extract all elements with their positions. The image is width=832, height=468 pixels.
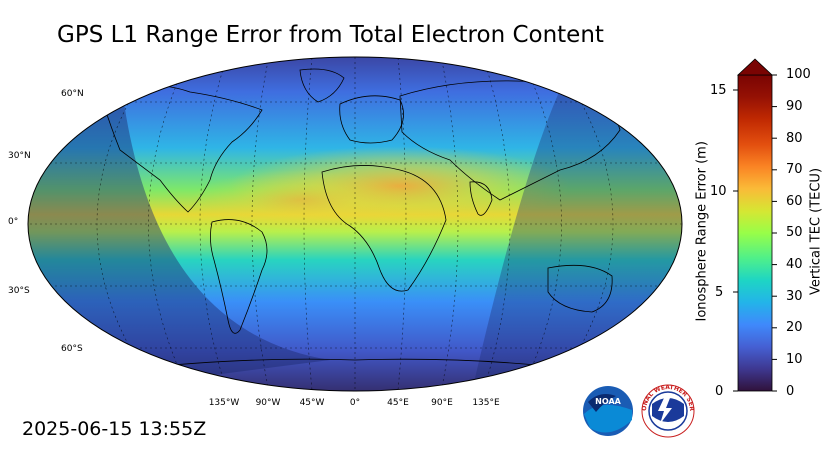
north-america	[99, 84, 263, 213]
africa	[321, 165, 447, 292]
india	[469, 181, 493, 216]
australia	[547, 264, 613, 313]
lon-label-135w: 135°W	[208, 398, 240, 408]
tec-tick-100: 100	[786, 67, 811, 82]
greenland	[299, 68, 345, 103]
lon-label-90e: 90°E	[431, 398, 453, 408]
night-shade-west	[28, 57, 330, 391]
valid-time: 2025-06-15 13:55Z	[22, 418, 207, 440]
lon-label-135e: 135°E	[472, 398, 500, 408]
range-error-tick-15: 15	[710, 83, 727, 98]
tec-tick-70: 70	[786, 162, 803, 177]
lat-label-60s: 60°S	[61, 344, 83, 354]
range-error-tick-10: 10	[710, 184, 727, 199]
tec-map	[28, 57, 682, 391]
tec-axis-title: Vertical TEC (TECU)	[808, 167, 824, 296]
lon-label-0: 0°	[349, 398, 361, 408]
range-error-axis-title: Ionosphere Range Error (m)	[694, 141, 710, 322]
tec-tick-30: 30	[786, 289, 803, 304]
lon-label-90w: 90°W	[255, 398, 281, 408]
tec-tick-60: 60	[786, 194, 803, 209]
range-error-tick-0: 0	[715, 384, 724, 399]
lat-label-30n: 30°N	[8, 151, 31, 161]
lat-label-0: 0°	[8, 217, 19, 227]
lat-label-30s: 30°S	[8, 286, 30, 296]
antarctica	[119, 358, 601, 373]
nws-logo	[641, 384, 695, 438]
colorbar-left-ticks	[733, 89, 738, 392]
colorbar-extend-arrow	[736, 58, 774, 76]
globe-outline	[27, 56, 683, 392]
lon-label-45w: 45°W	[299, 398, 325, 408]
colorbar-right-ticks	[772, 74, 777, 392]
tec-tick-90: 90	[786, 99, 803, 114]
south-america	[210, 219, 268, 334]
lon-label-45e: 45°E	[387, 398, 409, 408]
lat-label-60n: 60°N	[61, 89, 84, 99]
noaa-logo-text: NOAA	[595, 397, 621, 406]
chart-title: GPS L1 Range Error from Total Electron C…	[57, 22, 604, 48]
range-error-tick-5: 5	[715, 285, 724, 300]
colorbar-body	[737, 74, 773, 392]
tec-tick-20: 20	[786, 320, 803, 335]
noaa-logo: NOAA	[583, 386, 633, 436]
colorbar	[733, 58, 777, 392]
tec-tick-10: 10	[786, 352, 803, 367]
europe	[339, 95, 404, 144]
tec-tick-80: 80	[786, 131, 803, 146]
tec-tick-0: 0	[786, 384, 795, 399]
tec-tick-40: 40	[786, 257, 803, 272]
tec-tick-50: 50	[786, 225, 803, 240]
